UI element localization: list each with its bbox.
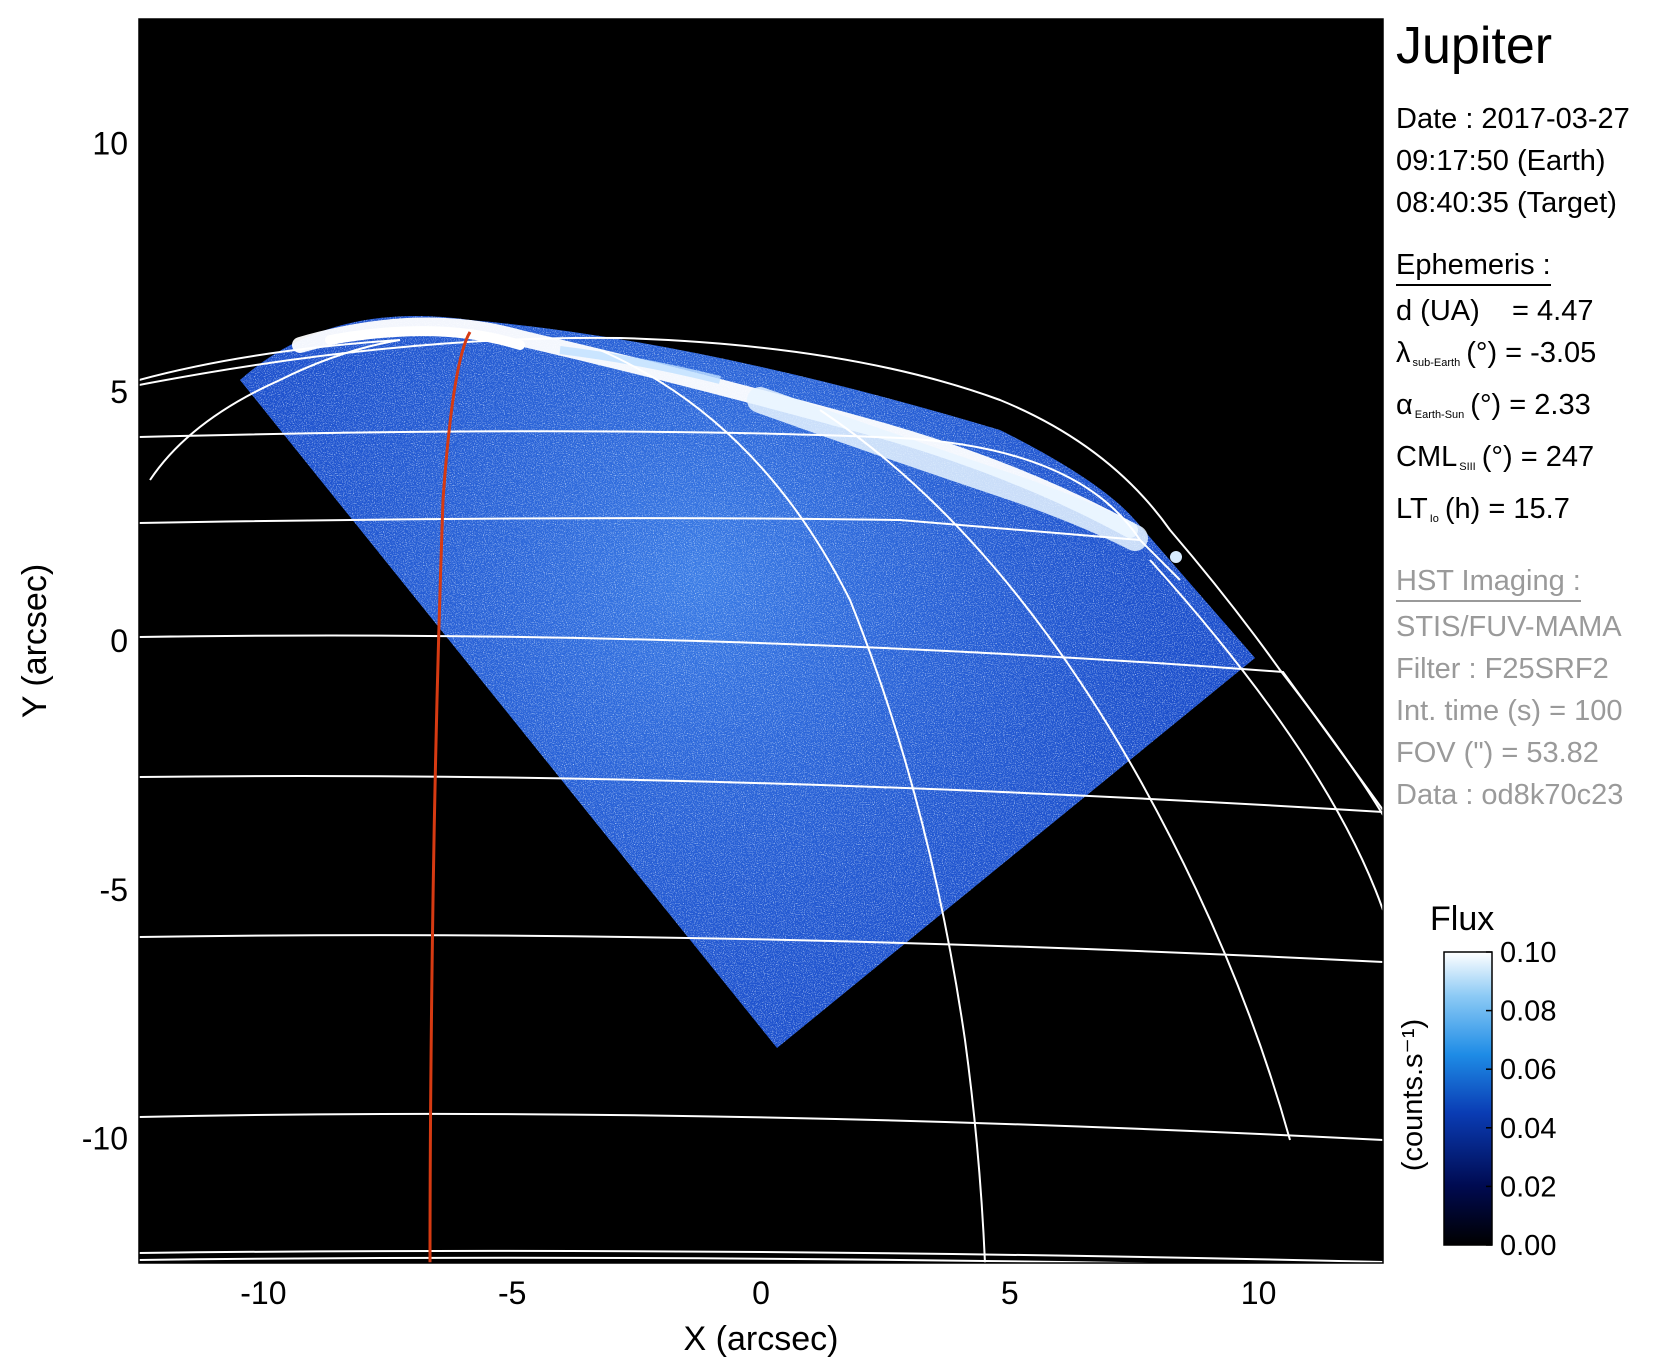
y-tick-label: 10	[92, 125, 128, 161]
x-tick-label: -5	[498, 1275, 526, 1311]
y-tick-label: 5	[110, 374, 128, 410]
distance-line: d (UA) = 4.47	[1396, 295, 1594, 327]
info-panel: Jupiter Date : 2017-03-27 09:17:50 (Eart…	[1396, 16, 1676, 816]
y-tick-label: 0	[110, 623, 128, 659]
filter-line: Filter : F25SRF2	[1396, 653, 1609, 685]
colorbar-tick-label: 0.08	[1500, 996, 1556, 1028]
colorbar-gradient	[1443, 951, 1493, 1246]
x-tick-label: 0	[752, 1275, 770, 1311]
cml-line: CML SIII (°) = 247	[1396, 441, 1595, 473]
colorbar-tick-label: 0.04	[1500, 1113, 1556, 1145]
data-id-line: Data : od8k70c23	[1396, 779, 1624, 811]
x-tick-label: -10	[240, 1275, 286, 1311]
x-tick-label: 5	[1001, 1275, 1019, 1311]
hst-header: HST Imaging :	[1396, 562, 1581, 602]
instrument-line: STIS/FUV-MAMA	[1396, 611, 1622, 643]
y-tick-label: -5	[100, 872, 128, 908]
fov-line: FOV (") = 53.82	[1396, 737, 1599, 769]
alpha-line: α Earth-Sun (°) = 2.33	[1396, 389, 1591, 421]
x-tick-label: 10	[1241, 1275, 1277, 1311]
ephemeris-header: Ephemeris :	[1396, 246, 1551, 286]
colorbar-tick-label: 0.00	[1500, 1230, 1556, 1262]
colorbar: 0.10 0.08 0.06 0.04 0.02 0.00 (counts.s⁻¹)	[1397, 937, 1556, 1262]
y-tick-label: -10	[82, 1121, 128, 1157]
colorbar-tick-label: 0.06	[1500, 1054, 1556, 1086]
lambda-line: λ sub-Earth (°) = -3.05	[1396, 337, 1597, 369]
int-time-line: Int. time (s) = 100	[1396, 695, 1623, 727]
planet-title: Jupiter	[1396, 17, 1553, 75]
colorbar-tick-label: 0.02	[1500, 1171, 1556, 1203]
y-axis-label: Y (arcsec)	[16, 564, 54, 718]
plot-frame	[138, 18, 1384, 1264]
colorbar-title: Flux	[1430, 900, 1495, 938]
y-axis-ticks: 10 5 0 -5 -10	[82, 125, 128, 1156]
x-axis-ticks: -10 -5 0 5 10	[240, 1275, 1276, 1311]
x-axis-label: X (arcsec)	[684, 1320, 839, 1358]
colorbar-ticks: 0.10 0.08 0.06 0.04 0.02 0.00	[1486, 937, 1556, 1262]
red-trace	[428, 331, 472, 1263]
time-earth-line: 09:17:50 (Earth)	[1396, 145, 1606, 177]
colorbar-tick-label: 0.10	[1500, 937, 1556, 969]
colorbar-units: (counts.s⁻¹)	[1397, 1019, 1429, 1171]
date-line: Date : 2017-03-27	[1396, 103, 1630, 135]
lt-line: LT Io (h) = 15.7	[1396, 493, 1570, 525]
time-target-line: 08:40:35 (Target)	[1396, 187, 1617, 219]
coordinate-grid	[139, 336, 1383, 1263]
image-panel	[139, 19, 1383, 1263]
